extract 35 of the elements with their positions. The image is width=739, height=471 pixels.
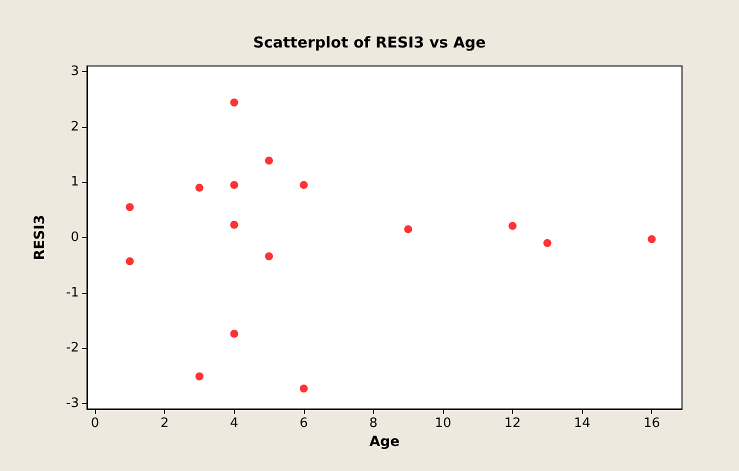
x-tick-label: 8 xyxy=(369,416,378,431)
x-tick-label: 10 xyxy=(434,416,452,431)
point xyxy=(543,239,552,248)
x-axis-title: Age xyxy=(369,434,400,450)
y-tick-label: 3 xyxy=(70,64,79,80)
point xyxy=(230,180,238,189)
x-tick-label: 16 xyxy=(643,416,660,431)
x-tick-label: 0 xyxy=(90,416,100,431)
point xyxy=(300,180,308,189)
x-tick-label: 4 xyxy=(230,416,238,431)
y-tick-label: 2 xyxy=(70,119,79,134)
x-tick-label: 6 xyxy=(300,416,308,431)
point xyxy=(126,203,134,212)
x-tick-label: 12 xyxy=(504,416,521,431)
y-tick-label: -2 xyxy=(66,340,79,356)
point xyxy=(264,252,273,260)
point xyxy=(264,156,273,165)
point xyxy=(508,222,517,230)
y-axis-title: RESI3 xyxy=(32,214,48,260)
y-tick-label: -1 xyxy=(66,285,79,300)
point xyxy=(230,220,238,229)
point xyxy=(648,235,656,244)
x-tick-label: 14 xyxy=(574,416,590,431)
y-tick-label: 0 xyxy=(70,230,79,245)
chart-title: Scatterplot of RESI3 vs Age xyxy=(253,34,486,52)
point xyxy=(195,372,204,380)
y-tick-label: -3 xyxy=(66,396,79,411)
y-tick-label: 1 xyxy=(70,174,79,190)
point xyxy=(126,257,134,266)
point xyxy=(230,330,238,338)
point xyxy=(404,225,412,234)
point xyxy=(230,98,238,107)
point xyxy=(300,384,308,393)
point xyxy=(195,184,204,192)
x-tick-label: 2 xyxy=(160,416,169,431)
